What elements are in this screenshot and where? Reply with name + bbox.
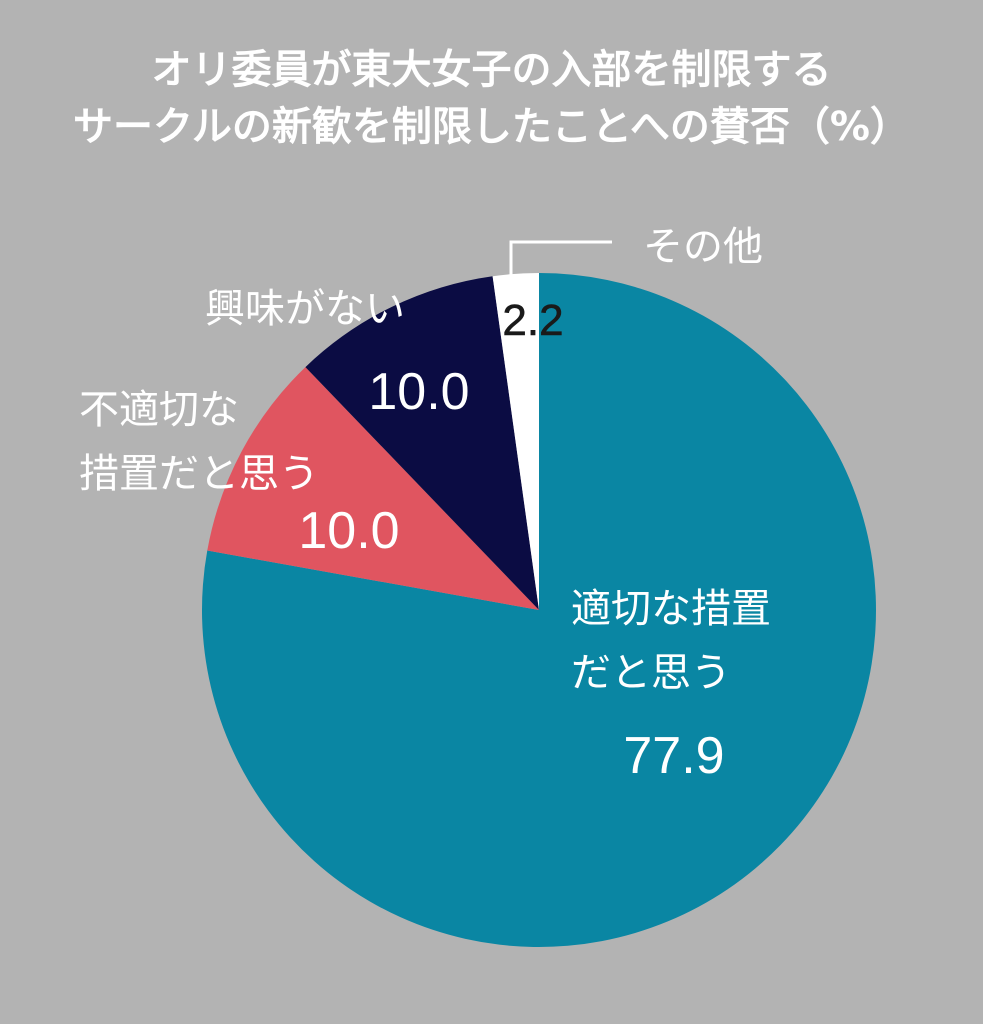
pie-slice-not-interested <box>305 276 539 610</box>
slice-value-inappropriate: 10.0 <box>298 502 399 560</box>
pie-slice-other <box>492 273 539 610</box>
pie-slice-inappropriate <box>207 367 539 610</box>
other-leader-line <box>509 240 612 276</box>
chart-title-line-1: オリ委員が東大女子の入部を制限する <box>151 47 832 93</box>
slice-label-inappropriate-line-2: 措置だと思う <box>79 451 319 497</box>
slice-label-other: その他 <box>643 224 763 270</box>
slice-value-appropriate: 77.9 <box>623 727 724 785</box>
slice-value-other: 2.2 <box>502 296 563 345</box>
pie-slices <box>201 273 876 947</box>
pie-slice-appropriate <box>201 273 876 947</box>
slice-label-not-interested: 興味がない <box>205 286 405 332</box>
slice-label-appropriate-line-2: だと思う <box>571 650 731 696</box>
chart-title-line-2: サークルの新歓を制限したことへの賛否（%） <box>73 104 910 150</box>
slice-label-appropriate-line-1: 適切な措置 <box>571 586 771 632</box>
slice-value-not-interested: 10.0 <box>368 363 469 421</box>
slice-label-inappropriate-line-1: 不適切な <box>79 387 239 433</box>
